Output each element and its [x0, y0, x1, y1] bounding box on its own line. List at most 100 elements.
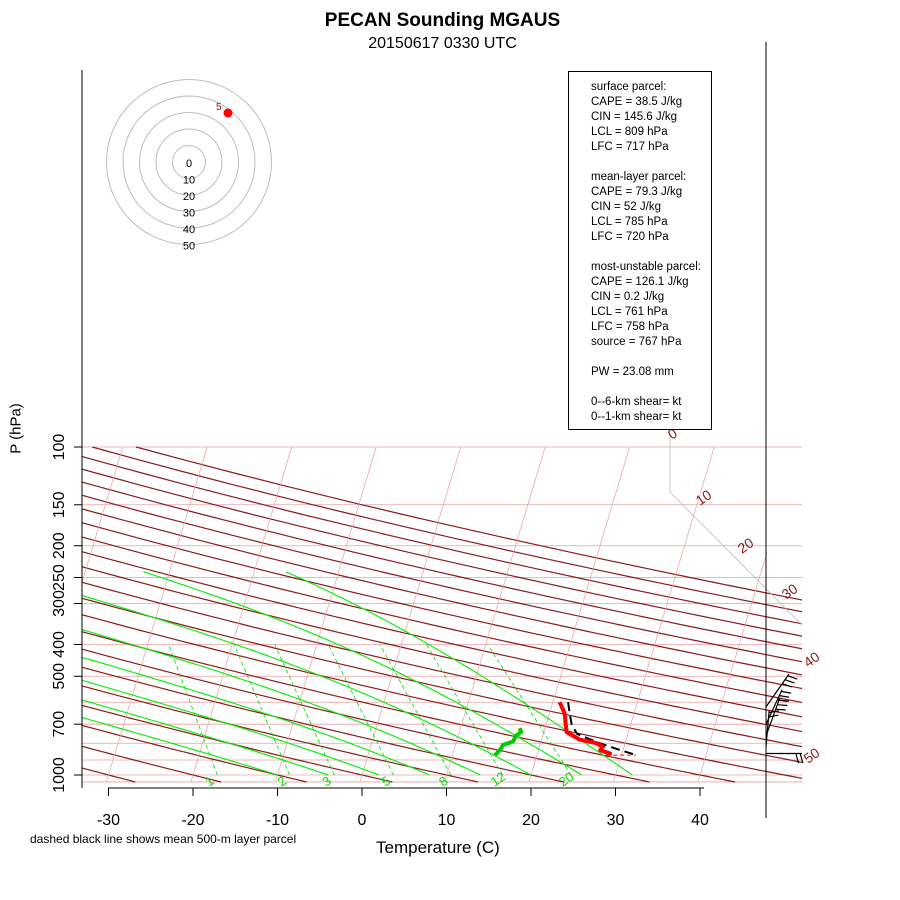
mixing-ratio-line — [379, 644, 452, 776]
mean-layer-cape: CAPE = 79.3 J/kg — [591, 186, 683, 198]
hodograph-ring-label: 10 — [183, 175, 195, 187]
x-tick-label: -10 — [266, 812, 289, 829]
dry-adiabat — [82, 508, 802, 676]
isotherm-line — [0, 447, 38, 782]
dry-adiabat — [82, 666, 564, 783]
mixing-ratio-label: 2 — [275, 773, 290, 789]
dry-adiabat — [82, 581, 802, 748]
precipitable-water: PW = 23.08 mm — [591, 366, 674, 378]
isotherm-line — [613, 446, 715, 783]
wind-barb-flag — [787, 675, 798, 680]
hodograph: 0 10 20 30 40 50 5 — [106, 79, 272, 253]
y-axis-label: P (hPa) — [7, 403, 25, 454]
dewpoint-line — [493, 727, 524, 757]
grid-clip — [0, 446, 802, 783]
y-tick-label: 200 — [51, 532, 68, 559]
moist-adiabat — [82, 629, 481, 776]
mixing-ratio-line — [274, 644, 335, 776]
mixing-ratio-line — [327, 644, 394, 776]
most-unstable-cape: CAPE = 126.1 J/kg — [591, 276, 689, 288]
axes: -30 -20 -10 0 10 20 30 401001502002503004005007… — [51, 70, 709, 829]
wind-barb-flag — [782, 683, 792, 688]
y-tick-label: 300 — [51, 590, 68, 617]
y-tick-label: 100 — [51, 434, 68, 461]
mean-layer-cin: CIN = 52 J/kg — [591, 201, 661, 213]
chart-title: PECAN Sounding MGAUS — [324, 10, 561, 31]
mean-layer-lcl: LCL = 785 hPa — [591, 216, 668, 228]
dry-adiabat — [82, 566, 802, 733]
grid-lines — [0, 430, 900, 783]
dry-adiabat — [82, 704, 393, 783]
surface-cin: CIN = 145.6 J/kg — [591, 111, 677, 123]
isotherm-line — [528, 446, 631, 783]
most-unstable-cin: CIN = 0.2 J/kg — [591, 291, 665, 303]
dry-adiabat — [82, 536, 802, 704]
hodograph-ring-label: 0 — [186, 158, 192, 170]
most-unstable-parcel-header: most-unstable parcel: — [591, 261, 701, 273]
x-tick-label: 20 — [522, 812, 540, 829]
x-tick-label: 40 — [691, 812, 709, 829]
dry-adiabat — [82, 597, 802, 763]
mixing-ratio-line — [168, 644, 218, 776]
moist-adiabat — [82, 716, 278, 776]
shear-0-6km: 0--6-km shear= kt — [591, 396, 682, 408]
moist-adiabat — [285, 571, 633, 776]
wind-barb-flag — [775, 708, 786, 711]
moist-adiabat — [82, 656, 430, 776]
wind-barb-flag — [781, 690, 792, 694]
hodograph-ring-label: 50 — [183, 241, 195, 253]
grid-left-clip — [0, 446, 900, 783]
parcel-stats-box: surface parcel: CAPE = 38.5 J/kg CIN = 1… — [568, 71, 712, 430]
moist-adiabat — [82, 594, 532, 776]
y-tick-label: 250 — [51, 564, 68, 591]
y-tick-label: 700 — [51, 711, 68, 738]
wind-barbs — [765, 42, 804, 818]
dry-adiabat — [92, 446, 802, 613]
sounding-profiles — [493, 701, 637, 758]
dry-adiabat — [135, 446, 802, 601]
wind-barb-flag — [799, 753, 804, 764]
y-tick-label: 1000 — [51, 757, 68, 793]
dry-adiabat — [82, 468, 802, 637]
hodograph-ring-label: 30 — [183, 208, 195, 220]
dry-adiabat — [82, 614, 802, 779]
x-tick-label: 30 — [607, 812, 625, 829]
y-tick-label: 500 — [51, 663, 68, 690]
isotherm-line — [106, 446, 208, 783]
y-tick-label: 400 — [51, 631, 68, 658]
x-axis-label: Temperature (C) — [376, 838, 500, 857]
dry-adiabat — [82, 631, 736, 783]
dry-adiabat — [82, 455, 802, 625]
mixing-ratio-label: 12 — [488, 769, 508, 790]
dry-adiabat — [82, 685, 479, 783]
isotherm-label: 50 — [801, 744, 823, 766]
dry-adiabat — [82, 745, 222, 783]
most-unstable-lfc: LFC = 758 hPa — [591, 321, 669, 333]
isotherm-line — [867, 447, 900, 782]
mixing-ratio-line — [487, 644, 572, 776]
isotherm-line — [444, 446, 546, 783]
moist-adiabat — [143, 571, 582, 776]
parcel-line — [567, 702, 637, 757]
hodograph-point — [223, 108, 233, 118]
hodograph-point-label: 5 — [216, 102, 222, 113]
mean-layer-parcel-header: mean-layer parcel: — [591, 171, 687, 183]
mixing-ratio-label: 3 — [319, 773, 334, 789]
isotherm-label: 40 — [801, 648, 823, 670]
surface-lcl: LCL = 809 hPa — [591, 126, 668, 138]
isotherm-line — [782, 447, 883, 782]
mixing-ratio-label: 1 — [202, 773, 217, 789]
hodograph-ring-label: 20 — [183, 191, 195, 203]
dry-adiabat — [82, 481, 802, 650]
dry-adiabat — [0, 447, 50, 782]
x-tick-label: -20 — [181, 812, 204, 829]
wind-barb-flag — [779, 695, 790, 698]
wind-barb-flag — [795, 753, 800, 764]
temperature-line — [557, 701, 613, 758]
most-unstable-lcl: LCL = 761 hPa — [591, 306, 668, 318]
hodograph-ring-label: 40 — [183, 224, 195, 236]
x-tick-label: 10 — [438, 812, 456, 829]
wind-barb-flag — [768, 714, 779, 718]
mixing-ratio-label: 20 — [556, 769, 576, 790]
